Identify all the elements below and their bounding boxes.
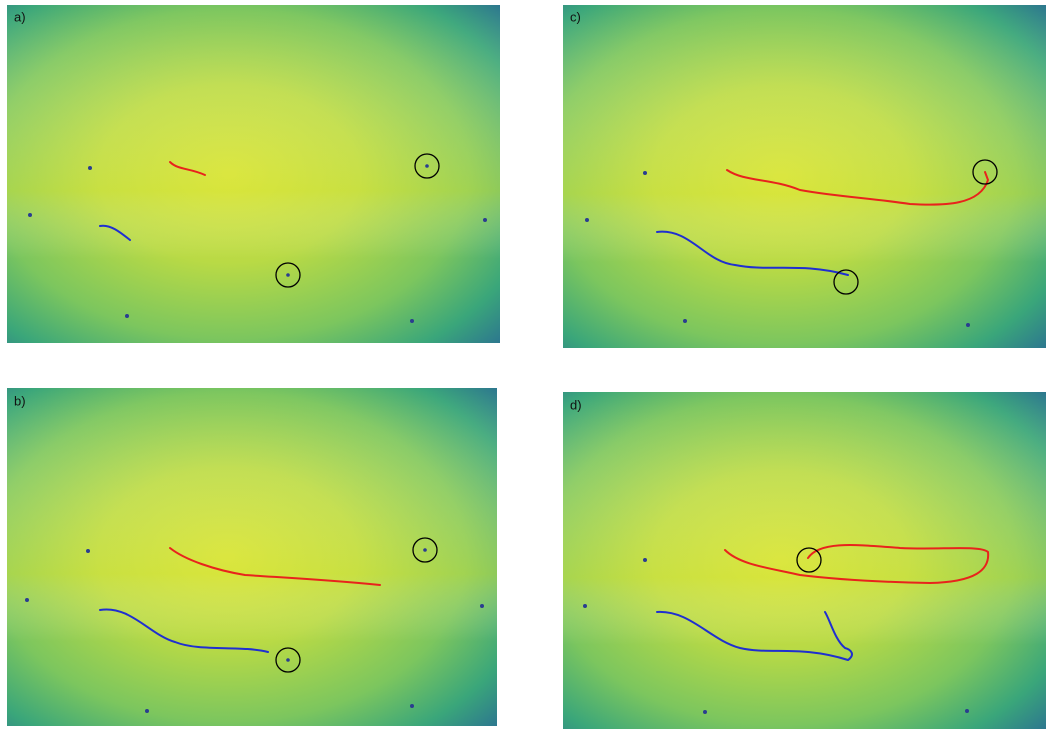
particle xyxy=(286,273,290,277)
particle xyxy=(86,549,90,553)
particle xyxy=(703,710,707,714)
particle xyxy=(145,709,149,713)
particle xyxy=(965,709,969,713)
panel-a: a) xyxy=(7,5,500,343)
particle xyxy=(683,319,687,323)
particle xyxy=(480,604,484,608)
particle xyxy=(643,171,647,175)
panel-d: d) xyxy=(563,392,1046,729)
panel-label: d) xyxy=(570,398,582,413)
particle xyxy=(25,598,29,602)
panel-label: c) xyxy=(570,10,581,25)
panel-c: c) xyxy=(563,5,1046,348)
particle xyxy=(643,558,647,562)
particle xyxy=(423,548,427,552)
particle xyxy=(125,314,129,318)
panel-b: b) xyxy=(7,388,497,726)
image-band xyxy=(7,388,497,726)
particle xyxy=(425,164,429,168)
particle xyxy=(286,658,290,662)
particle xyxy=(585,218,589,222)
particle xyxy=(483,218,487,222)
particle xyxy=(583,604,587,608)
figure: a) c) b) xyxy=(0,0,1046,729)
particle xyxy=(88,166,92,170)
panel-label: b) xyxy=(14,394,26,409)
particle xyxy=(410,319,414,323)
image-band xyxy=(563,392,1046,729)
particle xyxy=(966,323,970,327)
particle xyxy=(410,704,414,708)
particle xyxy=(28,213,32,217)
image-band xyxy=(7,5,500,343)
panel-label: a) xyxy=(14,10,26,25)
